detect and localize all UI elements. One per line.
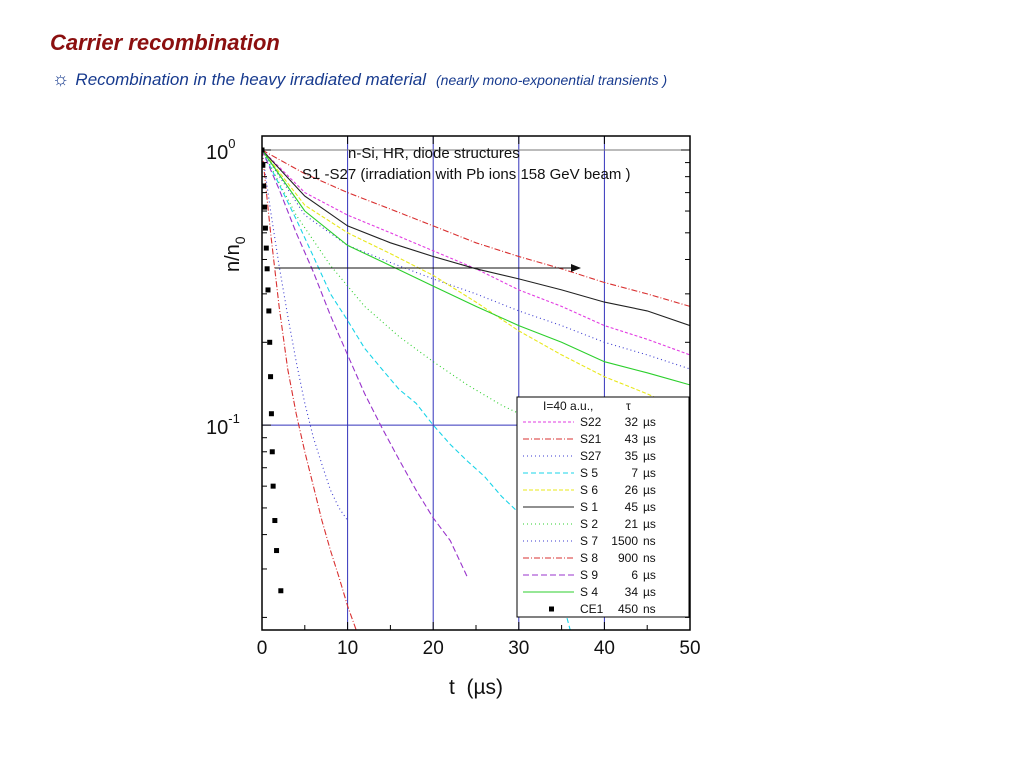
legend-label: S 7 <box>580 534 598 548</box>
legend-unit: µs <box>643 449 656 463</box>
x-tick-label: 30 <box>508 638 529 659</box>
legend-unit: µs <box>643 432 656 446</box>
legend-value: 43 <box>625 432 639 446</box>
chart-title: n-Si, HR, diode structures <box>348 145 520 162</box>
series-s8-line <box>262 149 357 630</box>
series-s21-line <box>262 149 690 307</box>
ce1-point <box>274 548 280 554</box>
legend-label: S 2 <box>580 517 598 531</box>
legend-value: 900 <box>618 551 638 565</box>
series-s7-line <box>262 149 349 521</box>
y-tick-label: 10-1 <box>206 411 240 439</box>
ce1-point <box>268 411 274 417</box>
x-tick-label: 20 <box>423 638 444 659</box>
legend: I=40 a.u., τ S22 32 µs S21 43 µs S27 35 µs S 5 7 µs S … <box>516 396 690 618</box>
ce1-point <box>263 245 269 251</box>
series-s6-line <box>262 149 690 415</box>
legend-unit: ns <box>643 534 656 548</box>
ce1-point <box>262 162 266 168</box>
legend-value: 35 <box>625 449 639 463</box>
legend-unit: µs <box>643 500 656 514</box>
ce1-point <box>270 483 276 489</box>
legend-label: S21 <box>580 432 602 446</box>
x-tick-label: 40 <box>594 638 615 659</box>
legend-value: 34 <box>625 585 639 599</box>
y-axis-label: n/n0 <box>222 236 248 272</box>
legend-label: S22 <box>580 415 602 429</box>
ce1-point <box>272 518 278 524</box>
ce1-point <box>268 374 274 380</box>
legend-label: S 6 <box>580 483 598 497</box>
ce1-point <box>267 339 273 345</box>
legend-value: 7 <box>631 466 638 480</box>
ce1-point <box>266 308 272 314</box>
legend-label: S 4 <box>580 585 598 599</box>
legend-value: 6 <box>631 568 638 582</box>
legend-unit: ns <box>643 551 656 565</box>
legend-label: S 9 <box>580 568 598 582</box>
legend-unit: µs <box>643 568 656 582</box>
legend-value: 1500 <box>611 534 638 548</box>
ce1-point <box>264 266 270 272</box>
ce1-point <box>262 204 268 210</box>
ce1-point <box>262 183 267 189</box>
legend-label: S 1 <box>580 500 598 514</box>
y-axis-label-text: n/n0 <box>222 236 248 272</box>
subtitle-note: (nearly mono-exponential transients ) <box>436 72 668 88</box>
sun-icon: ☼ <box>52 69 70 90</box>
legend-unit: µs <box>643 415 656 429</box>
ce1-point <box>262 225 268 231</box>
legend-value: 45 <box>625 500 639 514</box>
legend-label: S 8 <box>580 551 598 565</box>
slide-title: Carrier recombination <box>50 30 280 55</box>
ce1-point <box>278 588 284 594</box>
series-s27-line <box>262 149 690 370</box>
ce1-point <box>269 449 275 455</box>
legend-label: S27 <box>580 449 602 463</box>
legend-swatch <box>549 606 554 612</box>
legend-label: CE1 <box>580 602 604 616</box>
x-axis-label: t (µs) <box>449 676 503 699</box>
x-tick-label: 0 <box>257 638 268 659</box>
series-s9-line <box>262 149 468 578</box>
legend-unit: µs <box>643 517 656 531</box>
x-tick-label: 10 <box>337 638 358 659</box>
legend-value: 26 <box>625 483 639 497</box>
legend-header-left: I=40 a.u., <box>543 399 593 413</box>
subtitle-line: ☼ Recombination in the heavy irradiated m… <box>52 69 667 91</box>
y-tick-label: 100 <box>206 136 235 164</box>
chart-subtitle: S1 -S27 (irradiation with Pb ions 158 Ge… <box>302 166 631 183</box>
legend-unit: µs <box>643 483 656 497</box>
legend-label: S 5 <box>580 466 598 480</box>
legend-unit: µs <box>643 466 656 480</box>
x-tick-label: 50 <box>679 638 700 659</box>
legend-value: 450 <box>618 602 638 616</box>
series-s1-line <box>262 149 690 327</box>
ce1-point <box>265 287 271 293</box>
legend-value: 32 <box>625 415 639 429</box>
legend-unit: ns <box>643 602 656 616</box>
legend-unit: µs <box>643 585 656 599</box>
subtitle-text: Recombination in the heavy irradiated ma… <box>75 70 426 89</box>
legend-value: 21 <box>625 517 639 531</box>
series-s4-line <box>262 149 690 386</box>
legend-header-right: τ <box>626 399 631 413</box>
